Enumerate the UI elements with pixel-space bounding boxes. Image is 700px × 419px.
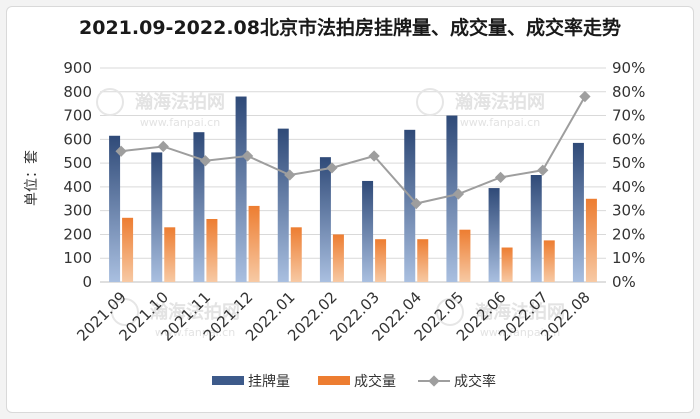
watermark-logo bbox=[111, 298, 139, 326]
watermark-logo bbox=[96, 88, 124, 116]
rate-point bbox=[452, 188, 465, 200]
rate-point bbox=[157, 140, 169, 153]
y-axis-label: 单位：套 bbox=[24, 150, 40, 206]
watermark-url: www.fanpai.cn bbox=[480, 326, 560, 339]
y-tick-label: 200 bbox=[63, 225, 92, 243]
y-tick-label: 800 bbox=[63, 83, 92, 101]
bar-listing bbox=[530, 175, 542, 282]
bar-deal bbox=[332, 234, 344, 282]
bar-deal bbox=[459, 229, 471, 282]
watermark-brand: 瀚海法拍网 bbox=[150, 301, 240, 323]
rate-line-path bbox=[120, 96, 586, 205]
y-tick-label: 900 bbox=[63, 59, 92, 77]
bar-listing bbox=[404, 129, 416, 282]
y-tick-label: 100 bbox=[63, 249, 92, 267]
x-axis: 2021.092021.102021.112021.122022.012022.… bbox=[73, 288, 593, 345]
y-tick-label: 600 bbox=[63, 130, 92, 148]
bar-listing bbox=[362, 180, 374, 282]
bar-deal bbox=[248, 205, 260, 282]
rate-point bbox=[579, 90, 591, 103]
rate-point bbox=[284, 169, 296, 181]
rate-point bbox=[199, 155, 212, 167]
bar-deal bbox=[164, 227, 176, 282]
rate-point bbox=[326, 162, 338, 174]
legend-marker bbox=[428, 375, 440, 387]
bar-listing bbox=[193, 132, 205, 282]
watermark-url: www.fanpai.cn bbox=[155, 326, 235, 339]
rate-point bbox=[410, 197, 422, 210]
y-tick-label: 300 bbox=[63, 202, 92, 220]
legend-swatch bbox=[212, 376, 244, 385]
y-axis-right: 0% 10% 20% 30% 40% 50% 60% 70% 80% 90% bbox=[612, 59, 645, 291]
bar-deal bbox=[290, 227, 302, 282]
rate-point bbox=[368, 150, 380, 162]
y2-tick-label: 80% bbox=[612, 83, 645, 101]
legend: 挂牌量 成交量 成交率 bbox=[212, 373, 496, 390]
y-axis-left: 0 100 200 300 400 500 600 700 800 900 bbox=[63, 59, 92, 291]
bar-listing bbox=[151, 152, 163, 282]
watermark-logo bbox=[436, 298, 464, 326]
watermarks: 瀚海法拍网 www.fanpai.cn 瀚海法拍网 www.fanpai.cn 瀚海法拍… bbox=[96, 88, 565, 339]
rate-point bbox=[494, 171, 507, 184]
y2-tick-label: 20% bbox=[612, 225, 645, 243]
y-tick-label: 700 bbox=[63, 107, 92, 125]
bar-listing bbox=[109, 135, 121, 282]
bar-listing bbox=[235, 96, 247, 283]
y2-tick-label: 90% bbox=[612, 59, 645, 77]
legend-swatch bbox=[318, 376, 350, 385]
rate-point bbox=[537, 164, 549, 176]
watermark-logo bbox=[416, 88, 444, 116]
bar-listing bbox=[277, 128, 289, 282]
bar-deal bbox=[375, 239, 387, 282]
watermark-url: www.fanpai.cn bbox=[140, 116, 220, 129]
y2-tick-label: 10% bbox=[612, 249, 645, 267]
y2-tick-label: 50% bbox=[612, 154, 645, 172]
bar-listing bbox=[488, 188, 500, 282]
bar-deal bbox=[501, 247, 513, 282]
y2-tick-label: 60% bbox=[612, 130, 645, 148]
watermark-brand: 瀚海法拍网 bbox=[455, 91, 545, 113]
legend-label: 挂牌量 bbox=[248, 373, 290, 390]
bar-deal bbox=[417, 239, 429, 282]
watermark-url: www.fanpai.cn bbox=[460, 116, 540, 129]
bars bbox=[109, 96, 597, 283]
y2-tick-label: 30% bbox=[612, 202, 645, 220]
watermark-brand: 瀚海法拍网 bbox=[475, 301, 565, 323]
y2-tick-label: 40% bbox=[612, 178, 645, 196]
bar-listing bbox=[572, 142, 584, 282]
bar-deal bbox=[543, 240, 555, 282]
legend-label: 成交率 bbox=[454, 373, 496, 390]
y-tick-label: 0 bbox=[82, 273, 92, 291]
y2-tick-label: 0% bbox=[612, 273, 636, 291]
bar-deal bbox=[122, 217, 134, 282]
bar-listing bbox=[446, 115, 458, 282]
bar-deal bbox=[206, 218, 218, 282]
y-tick-label: 500 bbox=[63, 154, 92, 172]
bar-deal bbox=[585, 198, 597, 282]
legend-label: 成交量 bbox=[354, 373, 396, 390]
chart-title: 2021.09-2022.08北京市法拍房挂牌量、成交量、成交率走势 bbox=[79, 16, 621, 39]
bar-listing bbox=[319, 157, 331, 282]
y-tick-label: 400 bbox=[63, 178, 92, 196]
gridlines bbox=[100, 67, 606, 283]
y2-tick-label: 70% bbox=[612, 107, 645, 125]
rate-point bbox=[241, 150, 254, 162]
watermark-brand: 瀚海法拍网 bbox=[135, 91, 225, 113]
